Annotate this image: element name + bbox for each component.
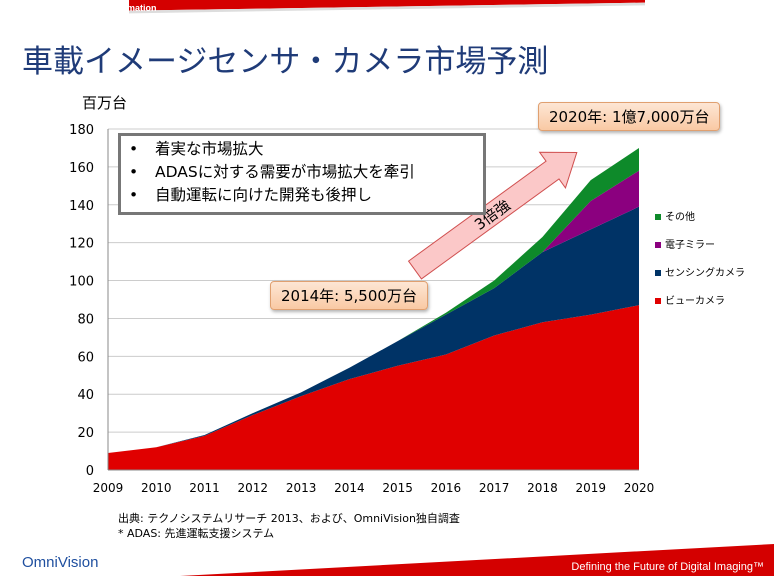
- x-tick-label: 2009: [93, 481, 124, 495]
- arrow-shape: [407, 151, 578, 280]
- bullet-item: ADASに対する需要が市場拡大を牽引: [129, 161, 483, 184]
- page-title: 車載イメージセンサ・カメラ市場予測: [22, 44, 549, 80]
- source-text: 出典: テクノシステムリサーチ 2013、および、OmniVision独自調査: [118, 512, 460, 525]
- y-tick-label: 20: [77, 426, 94, 441]
- y-tick-label: 180: [69, 123, 94, 138]
- tagline: Defining the Future of Digital Imaging™: [571, 561, 764, 573]
- x-tick-label: 2014: [334, 481, 365, 495]
- y-tick-label: 100: [69, 275, 94, 290]
- legend-swatch: [655, 214, 661, 220]
- top-banner: [129, 0, 645, 14]
- x-tick-label: 2015: [382, 481, 413, 495]
- x-tick-label: 2019: [575, 481, 606, 495]
- source-notes: 出典: テクノシステムリサーチ 2013、および、OmniVision独自調査 …: [118, 511, 460, 541]
- area-0: [108, 305, 639, 470]
- x-tick-label: 2020: [624, 481, 655, 495]
- x-tick-label: 2012: [238, 481, 269, 495]
- bullet-item: 着実な市場拡大: [129, 138, 483, 161]
- security-label: No Security: Public Information: [22, 3, 157, 13]
- y-tick-label: 120: [69, 237, 94, 252]
- callout-2020: 2020年: 1億7,000万台: [538, 102, 721, 131]
- y-tick-label: 60: [77, 350, 94, 365]
- callout-2014: 2014年: 5,500万台: [270, 281, 428, 310]
- y-tick-label: 140: [69, 199, 94, 214]
- legend-label: ビューカメラ: [665, 295, 725, 307]
- bullet-item: 自動運転に向けた開発も後押し: [129, 184, 483, 207]
- legend-swatch: [655, 298, 661, 304]
- footnote: * ADAS: 先進運転支援システム: [118, 527, 275, 540]
- y-tick-label: 40: [77, 388, 94, 403]
- y-axis-unit: 百万台: [82, 94, 128, 112]
- y-tick-label: 80: [77, 312, 94, 327]
- legend-swatch: [655, 270, 661, 276]
- legend-swatch: [655, 242, 661, 248]
- legend-label: センシングカメラ: [665, 266, 745, 279]
- x-tick-label: 2017: [479, 481, 510, 495]
- y-tick-label: 0: [86, 464, 94, 479]
- bottom-banner: [180, 544, 774, 576]
- y-tick-label: 160: [69, 161, 94, 176]
- x-tick-label: 2016: [431, 481, 462, 495]
- x-tick-label: 2013: [286, 481, 317, 495]
- legend-label: その他: [665, 210, 695, 223]
- omnivision-logo: OmniVision: [22, 554, 99, 571]
- legend-label: 電子ミラー: [665, 239, 715, 251]
- x-tick-label: 2011: [189, 481, 220, 495]
- x-tick-label: 2018: [527, 481, 558, 495]
- bullet-list: 着実な市場拡大 ADASに対する需要が市場拡大を牽引 自動運転に向けた開発も後押…: [118, 133, 486, 215]
- x-tick-label: 2010: [141, 481, 172, 495]
